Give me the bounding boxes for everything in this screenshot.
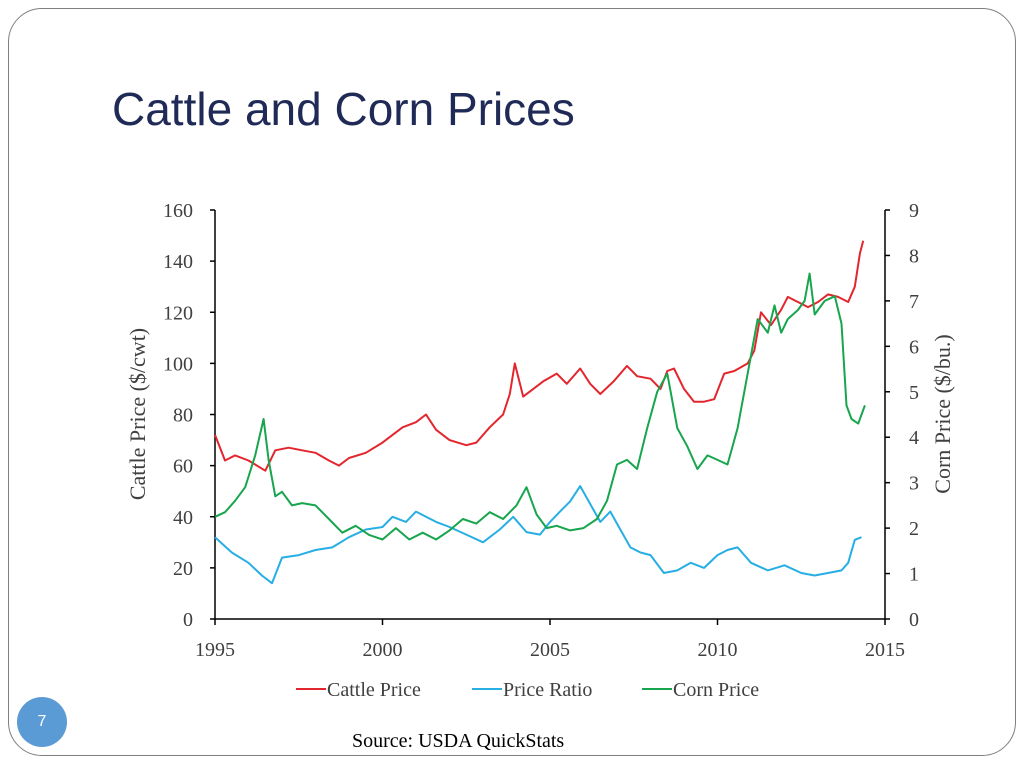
x-tick-label: 2010 — [698, 639, 738, 661]
y-tick-label-right: 3 — [909, 473, 919, 495]
y-tick-label-left: 100 — [163, 353, 193, 375]
y-axis-label-left: Cattle Price ($/cwt) — [125, 328, 150, 500]
y-tick-label-left: 120 — [163, 302, 193, 324]
y-tick-label-right: 9 — [909, 200, 919, 222]
series-line-corn-price — [214, 272, 866, 541]
y-tick-label-right: 7 — [909, 291, 919, 313]
y-tick-label-left: 40 — [173, 507, 193, 529]
y-tick-label-right: 0 — [909, 609, 919, 631]
x-tick-label: 1995 — [195, 639, 235, 661]
x-tick-label: 2005 — [530, 639, 570, 661]
y-tick-label-left: 0 — [183, 609, 193, 631]
y-tick-label-left: 60 — [173, 456, 193, 478]
series-line-price-ratio — [214, 485, 862, 585]
page-number-badge: 7 — [17, 697, 67, 747]
y-tick-label-right: 6 — [909, 336, 919, 358]
y-tick-label-right: 8 — [909, 245, 919, 267]
legend-label: Price Ratio — [503, 679, 592, 701]
series-line-cattle-price — [214, 240, 865, 472]
legend-label: Corn Price — [673, 679, 759, 701]
source-note: Source: USDA QuickStats — [352, 730, 565, 752]
y-tick-label-right: 1 — [909, 564, 919, 586]
y-tick-label-right: 4 — [909, 427, 919, 449]
x-tick-label: 2000 — [363, 639, 403, 661]
y-tick-label-right: 5 — [909, 382, 919, 404]
y-tick-label-left: 160 — [163, 200, 193, 222]
y-tick-label-left: 20 — [173, 558, 193, 580]
slide-title: Cattle and Corn Prices — [112, 83, 575, 135]
slide-frame — [8, 8, 1016, 756]
y-tick-label-left: 140 — [163, 251, 193, 273]
y-tick-label-right: 2 — [909, 518, 919, 540]
legend-label: Cattle Price — [327, 679, 421, 701]
x-tick-label: 2015 — [865, 639, 905, 661]
y-axis-label-right: Corn Price ($/bu.) — [930, 334, 955, 493]
y-tick-label-left: 80 — [173, 405, 193, 427]
